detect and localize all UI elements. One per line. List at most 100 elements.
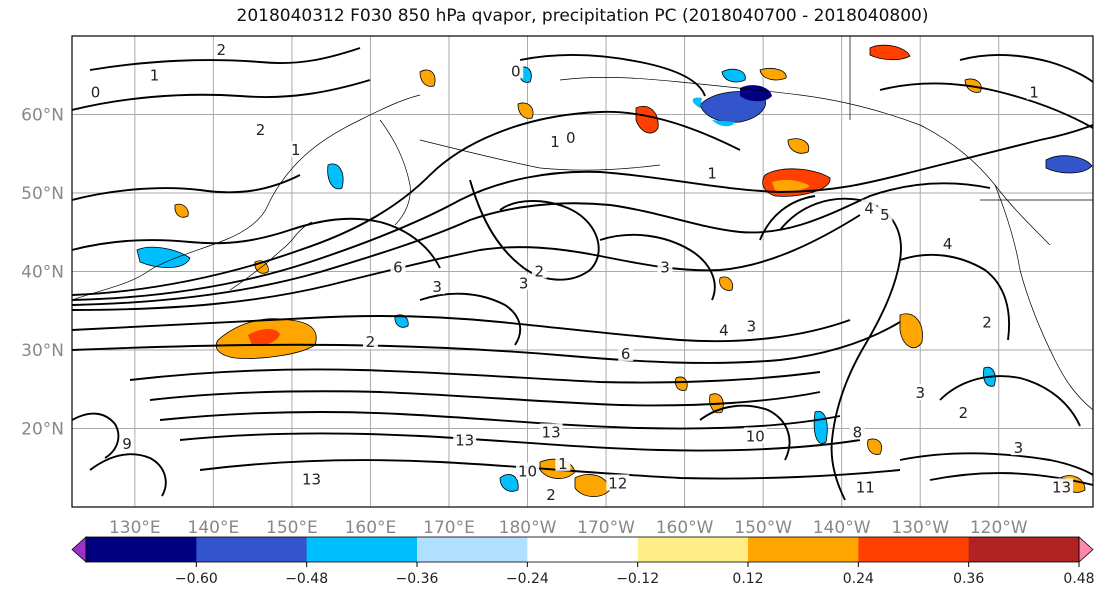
contour-label-bg bbox=[912, 384, 928, 401]
map-title: 2018040312 F030 850 hPa qvapor, precipit… bbox=[236, 6, 929, 26]
contour-label: 10 bbox=[746, 427, 765, 445]
contour-label: 13 bbox=[302, 471, 321, 489]
precip-blob bbox=[719, 276, 734, 291]
colorbar-segment bbox=[196, 537, 308, 562]
colorbar-extend-low bbox=[71, 536, 87, 563]
contour-label-bg bbox=[547, 132, 563, 149]
colorbar-tick-label: 0.24 bbox=[843, 571, 874, 587]
contour-label: 3 bbox=[747, 317, 757, 335]
precip-blob bbox=[394, 314, 409, 328]
contour-label-bg bbox=[606, 474, 630, 491]
contour-label: 13 bbox=[1052, 478, 1071, 496]
contour-label-bg bbox=[88, 83, 104, 100]
contour-label: 1 bbox=[150, 66, 160, 84]
contour-label-bg bbox=[704, 164, 720, 181]
contour-line bbox=[699, 404, 791, 461]
contour-label: 4 bbox=[943, 235, 953, 253]
contour-line bbox=[419, 292, 522, 346]
contour-label-bg bbox=[940, 235, 956, 252]
coastlines bbox=[72, 36, 1093, 411]
contour-label-bg bbox=[531, 262, 547, 279]
colorbar-tick-label: −0.24 bbox=[506, 571, 549, 587]
colorbar-segment bbox=[306, 537, 418, 562]
lon-tick-label: 160°E bbox=[345, 518, 397, 538]
colorbar-tick-label: −0.12 bbox=[616, 571, 659, 587]
contour-label: 13 bbox=[542, 423, 561, 441]
contour-line bbox=[179, 432, 861, 452]
contour-label: 8 bbox=[853, 423, 863, 441]
contour-line bbox=[72, 314, 851, 343]
contour-label: 10 bbox=[518, 463, 537, 481]
contour-label: 2 bbox=[982, 314, 992, 332]
colorbar-tick-label: −0.48 bbox=[285, 571, 328, 587]
colorbar-tick-label: 0.36 bbox=[953, 571, 984, 587]
contour-label: 0 bbox=[511, 62, 521, 80]
contour-label: 3 bbox=[915, 384, 925, 402]
contour-line bbox=[469, 179, 600, 281]
colorbar-extend-high bbox=[1078, 536, 1094, 563]
contour-label: 2 bbox=[216, 41, 226, 59]
contour-label-bg bbox=[563, 129, 579, 146]
contour-label: 3 bbox=[1014, 439, 1024, 457]
precip-blob bbox=[787, 138, 810, 154]
contour-label-bg bbox=[119, 435, 135, 452]
colorbar: −0.60 −0.48 −0.36 −0.24 −0.12 0.12 0.24 0.36 0.4… bbox=[71, 536, 1095, 587]
lat-tick-label: 20°N bbox=[21, 420, 64, 440]
contour-label-bg bbox=[539, 423, 563, 440]
precip-blob bbox=[1045, 155, 1093, 174]
contour-label-bg bbox=[213, 41, 229, 58]
contour-line bbox=[759, 195, 816, 241]
contour-label: 13 bbox=[455, 431, 474, 449]
precip-blob bbox=[136, 246, 191, 268]
lat-tick-label: 40°N bbox=[21, 263, 64, 283]
contour-label: 1 bbox=[707, 164, 717, 182]
colorbar-segments bbox=[71, 536, 1094, 563]
contour-label: 1 bbox=[1029, 84, 1039, 102]
lon-tick-label: 120°W bbox=[970, 518, 1028, 538]
contour-line bbox=[899, 253, 1011, 341]
contour-label-bg bbox=[288, 140, 304, 157]
contour-label-bg bbox=[861, 199, 877, 216]
contour-line bbox=[72, 174, 301, 201]
contour-label: 2 bbox=[546, 486, 556, 504]
contour-label-bg bbox=[555, 454, 571, 471]
precip-blob bbox=[869, 44, 911, 61]
lon-tick-label: 130°E bbox=[109, 518, 161, 538]
contour-line bbox=[72, 110, 741, 296]
contour-label-bg bbox=[716, 321, 732, 338]
contour-label-bg bbox=[955, 403, 971, 420]
coastline-na-west bbox=[994, 184, 1093, 411]
contour-label: 6 bbox=[393, 259, 403, 277]
colorbar-segment bbox=[858, 537, 970, 562]
contour-line bbox=[72, 79, 371, 111]
contour-label: 0 bbox=[91, 84, 101, 102]
contour-line bbox=[899, 452, 1093, 476]
contour-label-bg bbox=[252, 121, 268, 138]
contour-label: 5 bbox=[880, 206, 890, 224]
precip-blob bbox=[899, 313, 923, 349]
contour-label-bg bbox=[300, 470, 324, 487]
colorbar-tick-label: −0.36 bbox=[396, 571, 439, 587]
contour-line bbox=[199, 459, 901, 480]
lon-tick-label: 160°W bbox=[656, 518, 714, 538]
contour-label: 1 bbox=[550, 133, 560, 151]
qvapor-contours bbox=[72, 47, 1093, 501]
contour-label-bg bbox=[543, 486, 559, 503]
contour-label: 11 bbox=[856, 478, 875, 496]
contour-label: 2 bbox=[366, 333, 376, 351]
contour-label-bg bbox=[362, 333, 378, 350]
border-canada-us bbox=[849, 36, 1093, 201]
lon-tick-label: 180°W bbox=[499, 518, 557, 538]
precip-blob bbox=[174, 203, 189, 218]
contour-label: 12 bbox=[608, 474, 627, 492]
colorbar-frame bbox=[85, 536, 1080, 563]
contour-label-bg bbox=[853, 478, 877, 495]
precip-blob bbox=[327, 163, 344, 190]
precip-blob bbox=[517, 102, 534, 119]
contour-line bbox=[72, 321, 901, 364]
colorbar-tick-label: 0.12 bbox=[732, 571, 763, 587]
contour-line bbox=[72, 217, 441, 269]
contour-label: 1 bbox=[291, 141, 301, 159]
